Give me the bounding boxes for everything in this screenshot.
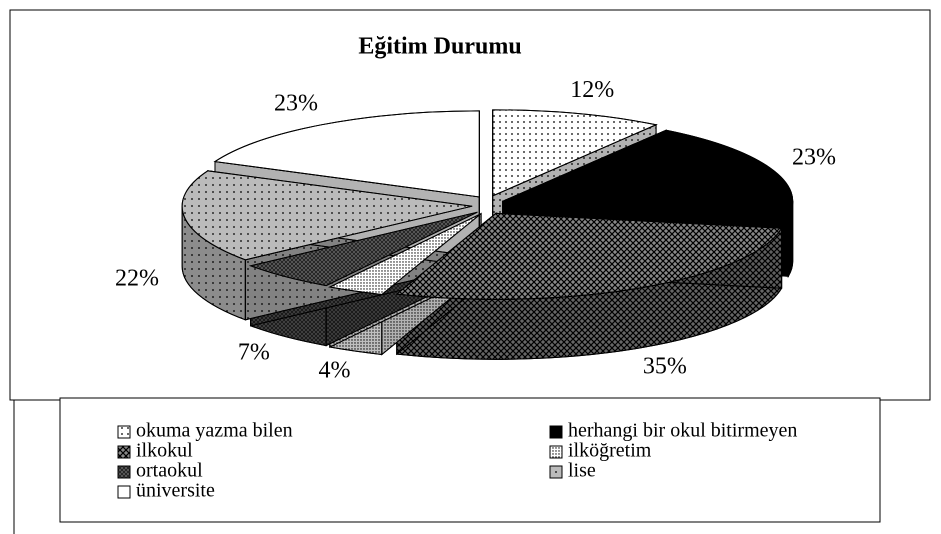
legend-label: okuma yazma bilen bbox=[136, 420, 293, 442]
legend-label: lise bbox=[568, 460, 596, 482]
slice-pattern bbox=[328, 213, 482, 295]
legend-label: ortaokul bbox=[136, 460, 203, 482]
slice-pattern bbox=[395, 212, 783, 300]
slice-pattern bbox=[213, 110, 480, 198]
legend-swatch-pattern bbox=[549, 445, 563, 459]
slice-pattern bbox=[181, 170, 473, 261]
legend-swatch-pattern bbox=[549, 425, 563, 439]
data-label: 12% bbox=[570, 77, 614, 103]
legend-swatch-pattern bbox=[117, 465, 131, 479]
slice-side-pattern bbox=[396, 228, 782, 360]
legend-label: üniversite bbox=[136, 480, 215, 502]
legend-label: ilköğretim bbox=[568, 440, 652, 462]
chart-title: Eğitim Durumu bbox=[358, 34, 521, 60]
legend-swatch-pattern bbox=[117, 425, 131, 439]
legend-label: ilkokul bbox=[136, 440, 193, 462]
slice-side-pattern bbox=[788, 201, 793, 277]
legend-box bbox=[59, 397, 881, 523]
data-label: 22% bbox=[115, 265, 159, 291]
data-label: 4% bbox=[318, 358, 350, 384]
legend-swatch-pattern bbox=[117, 485, 131, 499]
legend-label: herhangi bir okul bitirmeyen bbox=[568, 420, 797, 442]
slice-pattern bbox=[502, 129, 794, 217]
slice-pattern bbox=[492, 109, 658, 197]
slice-pattern bbox=[248, 211, 478, 287]
data-label: 35% bbox=[643, 353, 687, 379]
data-label: 23% bbox=[792, 144, 836, 170]
data-label: 7% bbox=[238, 340, 270, 366]
legend-swatch-pattern bbox=[117, 445, 131, 459]
legend-swatch-pattern bbox=[549, 465, 563, 479]
data-label: 23% bbox=[274, 91, 318, 117]
